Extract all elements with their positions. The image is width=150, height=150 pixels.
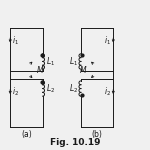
Text: $L_2$: $L_2$ <box>46 82 55 95</box>
Text: $L_2$: $L_2$ <box>69 82 78 95</box>
Text: $L_1$: $L_1$ <box>69 55 78 68</box>
Text: $L_1$: $L_1$ <box>46 55 55 68</box>
Text: (b): (b) <box>92 130 102 139</box>
Text: $i_1$: $i_1$ <box>104 34 111 47</box>
Text: Fig. 10.19: Fig. 10.19 <box>50 138 100 147</box>
Text: $M$: $M$ <box>79 64 87 75</box>
Text: $M$: $M$ <box>36 64 45 75</box>
Text: $i_2$: $i_2$ <box>104 86 111 98</box>
Text: (a): (a) <box>21 130 32 139</box>
Text: $i_1$: $i_1$ <box>12 34 19 47</box>
Text: $i_2$: $i_2$ <box>12 86 20 98</box>
